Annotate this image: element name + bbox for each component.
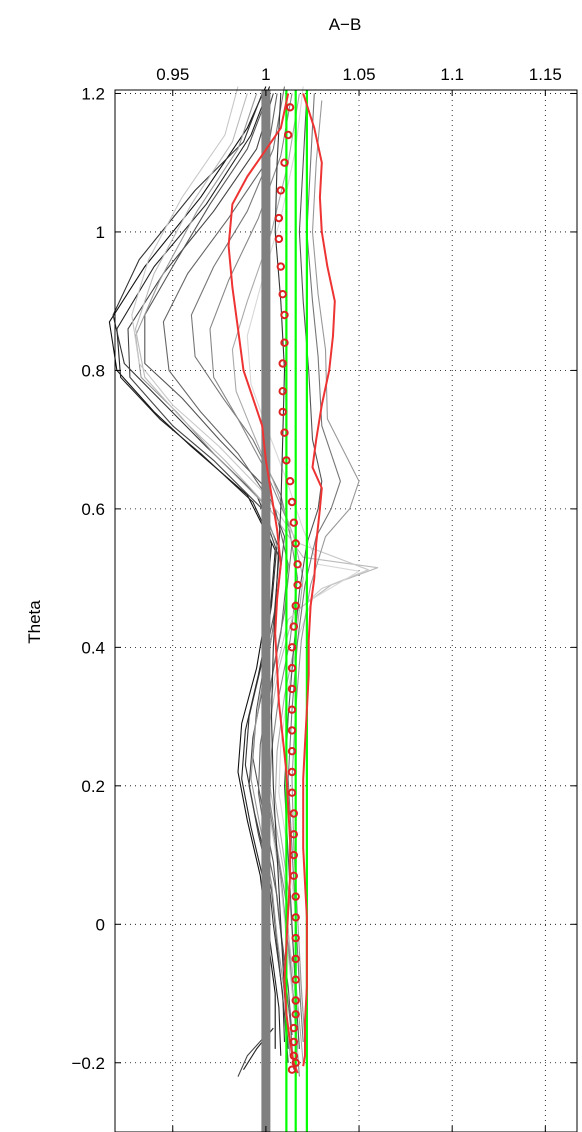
y-tick-label: 0.2 [81,777,105,796]
median-marker [285,103,295,112]
median-marker [284,130,293,140]
median-marker [291,601,300,610]
median-marker [287,1065,297,1074]
median-marker [287,788,297,797]
median-marker [289,1051,298,1061]
median-marker [278,359,287,368]
red-bound-right-line [302,93,336,1067]
median-marker [285,477,295,486]
x-tick-label: 1.15 [529,65,562,84]
median-marker [289,850,298,860]
median-marker [278,387,287,396]
median-marker [287,705,297,714]
gray-profile-line [144,100,293,1036]
median-marker [289,1023,298,1033]
median-marker [274,213,284,223]
red-bound-lines [227,93,336,1074]
x-axis-label: A−B [329,15,362,34]
gray-profile-line [134,93,379,1049]
gray-profile-line [270,93,289,1049]
gray-profile-line [162,93,295,1070]
median-marker [291,892,300,901]
median-marker [291,913,300,922]
median-marker [280,428,289,437]
median-marker [289,518,298,527]
y-tick-label: 0.6 [81,500,105,519]
median-marker [287,747,297,756]
median-marker [280,338,289,347]
y-tick-label: 1 [96,223,105,242]
median-marker [280,310,289,320]
median-marker [287,684,297,694]
y-tick-label: 1.2 [81,84,105,103]
median-marker [287,767,297,777]
median-marker [276,186,285,195]
median-marker [291,954,300,964]
median-marker [287,663,297,673]
x-tick-labels: 0.95 1 1.05 1.1 1.15 [156,65,562,84]
y-tick-labels: 1.2 1 0.8 0.6 0.4 0.2 0 −0.2 [71,84,105,1072]
y-tick-label: 0.8 [81,361,105,380]
gray-profile-line [237,1034,267,1077]
red-median-markers [274,103,302,1074]
median-marker [276,262,285,271]
x-tick-label: 1.1 [440,65,464,84]
median-marker [289,809,298,818]
gray-profile-line [231,93,304,1063]
median-marker [287,497,297,507]
median-marker [274,234,284,244]
y-tick-label: −0.2 [71,1054,105,1073]
red-bound-left-line [227,93,299,1074]
median-marker [278,407,287,417]
median-marker [278,290,287,299]
median-marker [282,456,291,465]
median-marker [289,622,298,631]
median-marker [291,975,300,984]
median-marker [291,996,300,1005]
plot-frame [114,89,578,1132]
y-axis-label: Theta [25,600,44,644]
median-marker [289,871,298,880]
median-marker [291,539,300,548]
y-tick-label: 0.4 [81,638,105,657]
median-marker [287,643,297,652]
median-marker [289,1037,298,1047]
x-tick-label: 1 [261,65,270,84]
y-tick-label: 0 [96,915,105,934]
axis-ticks [115,90,577,1132]
median-marker [289,830,298,839]
median-marker [280,158,289,167]
x-tick-label: 0.95 [156,65,189,84]
median-marker [291,933,300,943]
median-marker [287,726,297,735]
median-marker [291,1058,300,1068]
median-marker [293,580,302,590]
x-tick-label: 1.05 [342,65,375,84]
median-marker [293,560,302,569]
median-marker [291,1010,300,1019]
